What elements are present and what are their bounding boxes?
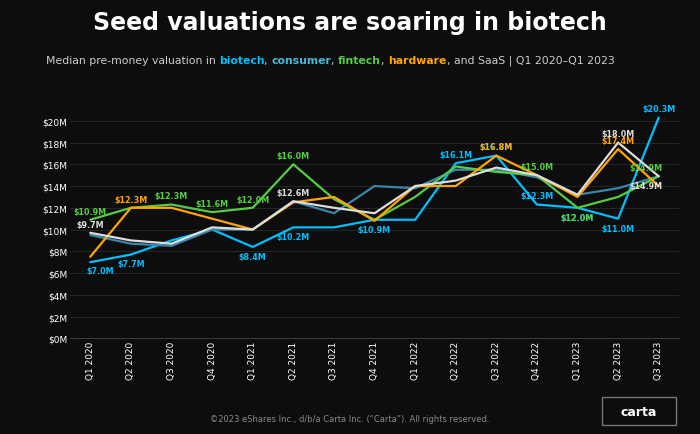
Text: ,: , xyxy=(265,56,272,66)
Text: $12.0M: $12.0M xyxy=(561,213,594,222)
Text: $15.0M: $15.0M xyxy=(520,163,554,171)
Text: Seed valuations are soaring in biotech: Seed valuations are soaring in biotech xyxy=(93,11,607,35)
Text: fintech: fintech xyxy=(338,56,382,66)
Text: $8.4M: $8.4M xyxy=(239,252,267,261)
Text: consumer: consumer xyxy=(272,56,331,66)
Text: $12.6M: $12.6M xyxy=(276,189,310,197)
Text: $10.9M: $10.9M xyxy=(358,225,391,234)
Text: $9.7M: $9.7M xyxy=(76,220,104,229)
Text: $18.0M: $18.0M xyxy=(601,130,635,139)
Text: $12.0M: $12.0M xyxy=(236,195,270,204)
Text: $12.3M: $12.3M xyxy=(520,192,554,201)
Text: $12.0M: $12.0M xyxy=(561,213,594,222)
Text: $16.8M: $16.8M xyxy=(480,143,513,152)
Text: $11.6M: $11.6M xyxy=(195,200,229,208)
Text: $16.8M: $16.8M xyxy=(480,143,513,152)
Text: biotech: biotech xyxy=(218,56,265,66)
Text: $10.9M: $10.9M xyxy=(74,207,107,216)
Text: $20.3M: $20.3M xyxy=(642,105,675,114)
Text: $12.3M: $12.3M xyxy=(114,195,148,204)
Text: $14.9M: $14.9M xyxy=(630,182,663,191)
Text: ©2023 eShares Inc., d/b/a Carta Inc. (“Carta”). All rights reserved.: ©2023 eShares Inc., d/b/a Carta Inc. (“C… xyxy=(210,414,490,423)
Text: $11.0M: $11.0M xyxy=(601,224,635,233)
Text: ,: , xyxy=(382,56,388,66)
Text: , and SaaS | Q1 2020–Q1 2023: , and SaaS | Q1 2020–Q1 2023 xyxy=(447,56,615,66)
Text: $17.4M: $17.4M xyxy=(601,137,635,145)
Text: $16.1M: $16.1M xyxy=(439,151,472,160)
Text: Median pre-money valuation in: Median pre-money valuation in xyxy=(46,56,218,66)
Text: $7.7M: $7.7M xyxy=(117,260,145,269)
Text: $16.0M: $16.0M xyxy=(276,152,310,161)
Text: $14.9M: $14.9M xyxy=(630,164,663,173)
Text: ,: , xyxy=(331,56,338,66)
Text: carta: carta xyxy=(621,405,657,418)
Text: $10.2M: $10.2M xyxy=(276,233,310,242)
Text: $12.3M: $12.3M xyxy=(155,192,188,201)
Text: $7.0M: $7.0M xyxy=(86,266,114,275)
Text: hardware: hardware xyxy=(389,56,447,66)
